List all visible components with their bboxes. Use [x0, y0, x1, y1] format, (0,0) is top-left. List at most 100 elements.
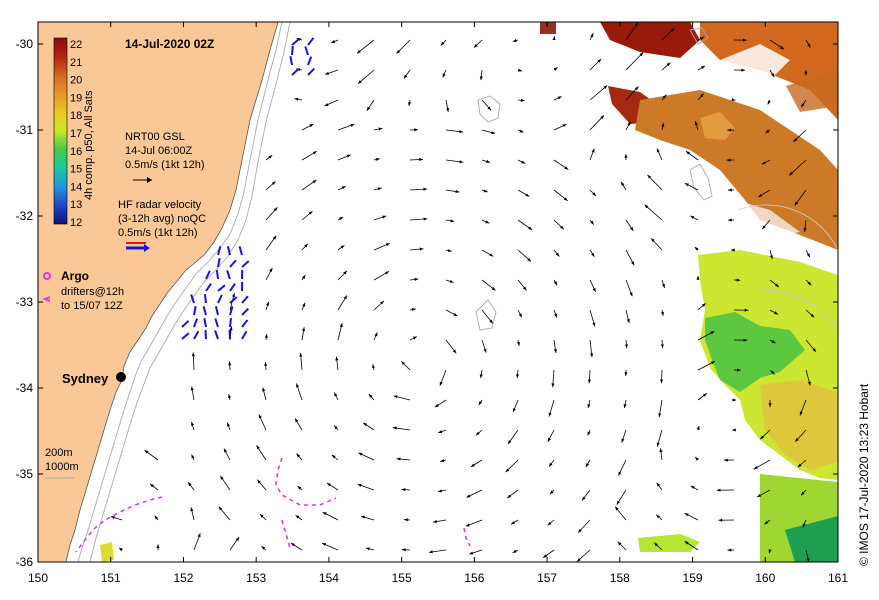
credit-text: © IMOS 17-Jul-2020 13:23 Hobart	[857, 383, 871, 566]
current-vector-head	[473, 43, 478, 48]
current-vector-head	[485, 220, 490, 224]
current-vector-head	[553, 281, 558, 286]
current-vector-head	[483, 348, 487, 353]
current-vector-head	[557, 96, 562, 100]
current-vector-head	[728, 188, 732, 192]
current-vector-head	[361, 515, 366, 519]
current-vector-head	[228, 394, 232, 399]
current-vector-head	[487, 106, 491, 111]
current-vector-head	[666, 62, 671, 67]
current-vector-head	[479, 374, 483, 379]
current-vector-head	[296, 453, 301, 458]
colorbar-tick-label: 14	[70, 181, 82, 193]
current-vector-head	[801, 103, 805, 108]
seamount-contour-2	[475, 299, 497, 331]
current-vector-head	[616, 500, 621, 505]
current-vector	[788, 159, 807, 176]
current-vector-head	[631, 261, 635, 266]
depth-legend-200m: 200m	[45, 447, 73, 459]
current-vector-head	[694, 246, 699, 251]
current-vector-head	[521, 160, 526, 164]
current-vector-head	[478, 401, 483, 405]
argo-label: Argo	[61, 269, 89, 283]
current-vector-head	[446, 108, 450, 112]
current-vector-head	[731, 98, 736, 102]
current-vector-head	[191, 421, 195, 426]
current-vector-head	[411, 308, 416, 312]
current-vector-head	[440, 41, 445, 46]
current-vector-head	[439, 381, 443, 386]
argo-line1: drifters@12h	[61, 286, 124, 298]
current-vector-head	[450, 219, 455, 223]
current-vector-head	[592, 322, 596, 327]
current-vector-head	[800, 491, 805, 496]
current-vector-head	[554, 313, 557, 318]
current-vector-head	[761, 161, 766, 165]
current-vector-head	[768, 549, 772, 554]
x-tick-label: 161	[828, 571, 848, 585]
city-label: Sydney	[62, 371, 109, 386]
current-vector-head	[562, 124, 567, 128]
current-vector-head	[760, 435, 765, 440]
plot-frame	[37, 21, 839, 563]
current-vector-head	[591, 148, 595, 153]
argo-line2: to 15/07 12Z	[61, 300, 123, 312]
current-vector-head	[294, 97, 299, 101]
current-vector-head	[806, 253, 810, 258]
y-tick-label: -34	[16, 381, 34, 395]
current-vector-head	[340, 245, 345, 249]
current-vector-head	[727, 218, 732, 222]
y-tick-label: -30	[16, 37, 34, 51]
y-tick-label: -35	[16, 467, 34, 481]
current-vector	[589, 85, 608, 101]
current-vector-head	[297, 485, 302, 490]
current-vector-head	[803, 228, 807, 232]
hf-legend-line2: (3-12h avg) noQC	[118, 213, 206, 225]
current-vector-head	[716, 488, 721, 492]
current-vector-head	[765, 129, 770, 134]
current-vector-head	[119, 547, 123, 552]
current-vector-head	[724, 458, 728, 462]
current-vector-head	[331, 454, 336, 459]
current-vector-head	[382, 215, 387, 219]
current-vector-head	[774, 311, 779, 315]
current-vector-head	[621, 181, 625, 186]
current-vector-head	[553, 67, 558, 71]
current-vector-head	[452, 349, 457, 354]
current-vector-head	[228, 361, 232, 366]
current-vector-head	[507, 440, 512, 445]
current-vector-head	[701, 65, 706, 70]
current-vector-head	[802, 523, 806, 528]
current-vector-head	[590, 220, 594, 225]
current-vector-head	[718, 518, 723, 522]
current-vector-head	[543, 554, 548, 558]
current-vector-head	[700, 93, 704, 98]
nrt-legend-line2: 14-Jul 06:00Z	[125, 145, 193, 157]
current-vector-head	[312, 180, 317, 184]
current-vector-head	[559, 225, 564, 230]
hf-vector	[204, 329, 207, 340]
hf-vector	[241, 307, 250, 316]
map-title: 14-Jul-2020 02Z	[125, 37, 214, 51]
current-vector-head	[377, 187, 382, 191]
current-vector-head	[548, 412, 552, 417]
hf-vector	[203, 293, 207, 304]
current-vector-head	[771, 339, 776, 344]
depth-legend-1000m: 1000m	[45, 461, 79, 473]
current-vector-head	[438, 430, 443, 434]
current-vector-head	[804, 71, 808, 76]
current-vector-head	[295, 418, 299, 423]
current-vector-head	[629, 292, 633, 297]
current-vector-head	[590, 353, 594, 358]
current-vector-head	[564, 166, 569, 170]
current-vector-head	[325, 71, 330, 75]
current-vector-head	[491, 287, 496, 291]
current-vector-head	[334, 425, 338, 430]
x-tick-label: 159	[683, 571, 703, 585]
hf-vector	[193, 330, 200, 340]
current-vector-head	[264, 362, 268, 366]
current-vector-head	[363, 422, 368, 427]
current-vector-head	[769, 255, 773, 260]
colorbar-tick-label: 20	[70, 75, 82, 87]
current-vector-head	[512, 549, 517, 553]
